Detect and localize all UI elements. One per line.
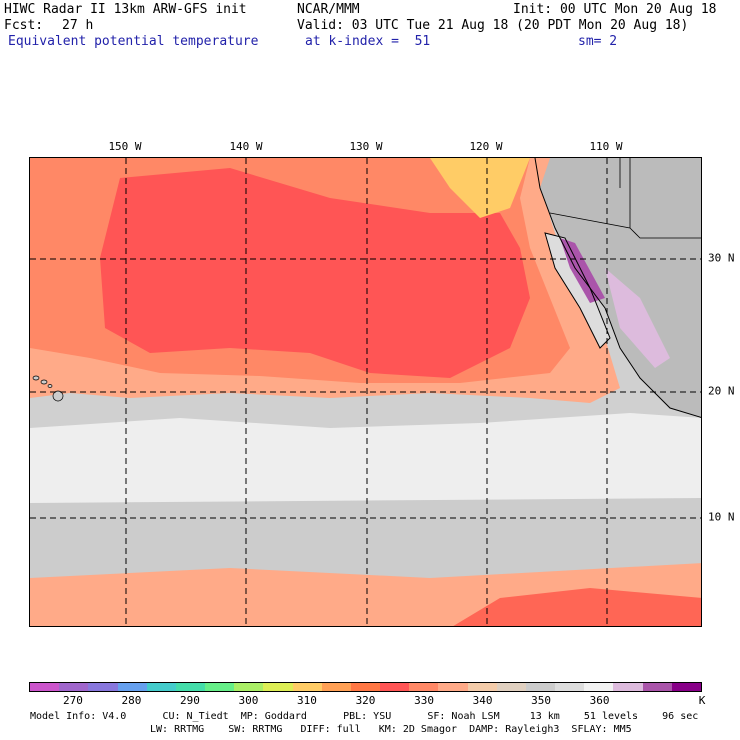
lon-label-130w: 130 W [349,140,383,153]
colorbar-label-300: 300 [238,694,259,707]
model-info-line2: LW: RRTMG SW: RRTMG DIFF: full KM: 2D Sm… [150,724,632,735]
warm-region-core [100,168,530,378]
field-name: Equivalent potential temperature [8,34,259,49]
map-canvas [30,158,701,626]
forecast-hour: 27 h [62,18,94,33]
colorbar-swatch-2 [88,683,118,691]
colorbar-label-290: 290 [179,694,200,707]
lat-label-10n: 10 N [708,510,735,524]
colorbar-swatch-9 [292,683,322,691]
baja-california [545,233,610,348]
colorbar-swatch-22 [671,683,701,691]
colorbar-swatch-18 [555,683,585,691]
colorbar-swatch-0 [30,683,60,691]
colorbar-label-270: 270 [62,694,83,707]
colorbar-swatch-10 [321,683,351,691]
theta-e-map [29,157,702,627]
hawaii-islands [32,375,64,402]
mexico-light-purple [605,268,670,368]
colorbar-swatch-20 [613,683,643,691]
lon-label-140w: 140 W [229,140,263,153]
colorbar-label-280: 280 [121,694,142,707]
colorbar-unit: K [698,694,706,707]
tropical-light-band [30,413,701,508]
coastline [534,158,701,418]
lat-label-30n: 30 N [708,251,735,265]
colorbar [29,682,702,692]
lon-label-150w: 150 W [108,140,142,153]
colorbar-swatch-6 [205,683,235,691]
colorbar-swatch-12 [380,683,410,691]
lon-label-120w: 120 W [469,140,503,153]
smoothing: sm= 2 [578,34,618,49]
colorbar-swatch-16 [496,683,526,691]
colorbar-label-360: 360 [589,694,610,707]
colorbar-swatch-1 [59,683,89,691]
colorbar-swatch-19 [584,683,614,691]
colorbar-swatch-17 [525,683,556,691]
colorbar-swatch-5 [175,683,206,691]
header-source: NCAR/MMM [297,2,360,17]
colorbar-swatch-15 [467,683,497,691]
forecast-label: Fcst: [4,18,44,33]
colorbar-label-320: 320 [355,694,376,707]
init-time: Init: 00 UTC Mon 20 Aug 18 [513,2,717,17]
lon-label-110w: 110 W [589,140,623,153]
gulf-of-california-purple [560,238,605,303]
lat-label-20n: 20 N [708,384,735,398]
colorbar-label-330: 330 [414,694,434,707]
northeast-warm-patch [430,158,530,218]
colorbar-swatch-7 [234,683,264,691]
baja-coastline [544,232,611,349]
colorbar-swatch-4 [146,683,176,691]
header-title: HIWC Radar II 13km ARW-GFS init [4,2,247,17]
tropical-grey-band [30,498,701,578]
colorbar-label-340: 340 [472,694,493,707]
colorbar-label-310: 310 [297,694,317,707]
colorbar-swatch-21 [642,683,672,691]
level-index: at k-index = 51 [305,34,431,49]
colorbar-label-350: 350 [531,694,551,707]
colorbar-swatch-14 [438,683,468,691]
valid-time: Valid: 03 UTC Tue 21 Aug 18 (20 PDT Mon … [297,18,689,33]
colorbar-swatch-11 [350,683,381,691]
colorbar-swatch-13 [409,683,439,691]
colorbar-swatch-8 [263,683,293,691]
model-info-line1: Model Info: V4.0 CU: N_Tiedt MP: Goddard… [30,711,699,722]
lat-lon-grid [30,158,701,626]
border-lines [549,158,701,239]
colorbar-swatch-3 [117,683,147,691]
south-warm-core [453,588,701,626]
